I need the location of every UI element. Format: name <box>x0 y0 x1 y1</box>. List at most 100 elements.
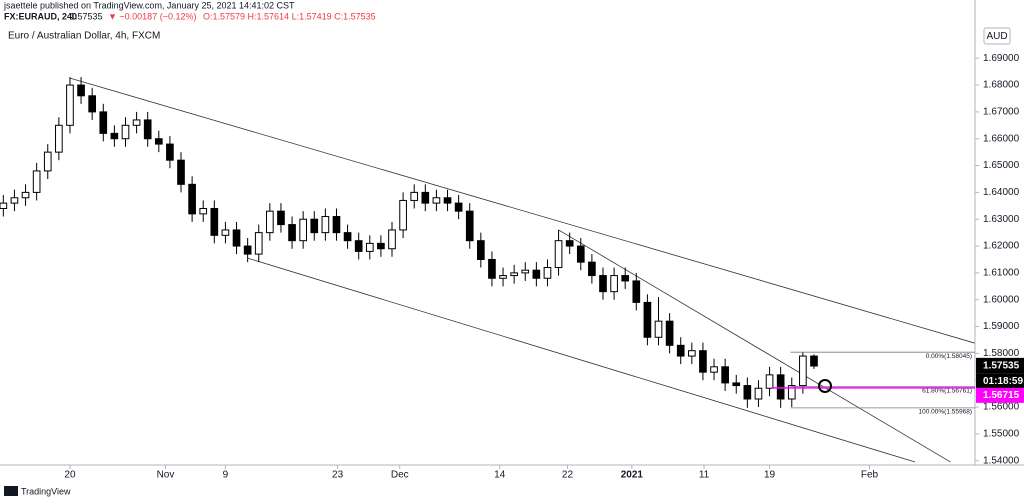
candle-body <box>532 269 541 279</box>
footer-brand: TradingView <box>21 486 71 496</box>
candle-body <box>488 258 496 279</box>
candle-body <box>254 232 263 255</box>
candle-body <box>699 350 707 373</box>
candle-body <box>454 202 463 212</box>
candle-body <box>632 280 641 303</box>
y-tick-label: 1.60000 <box>983 294 1020 305</box>
currency: AUD <box>986 31 1007 42</box>
x-tick-label: 19 <box>764 470 776 481</box>
x-tick-label: Feb <box>861 470 879 481</box>
candle-body <box>721 366 729 384</box>
last: 1.57535 <box>70 11 103 21</box>
x-tick-label: Dec <box>391 470 409 481</box>
x-tick-label: 20 <box>64 470 76 481</box>
candle-body <box>465 210 474 242</box>
y-tick-label: 1.56000 <box>983 402 1020 413</box>
fib-label: 100.00%(1.55968) <box>919 409 973 416</box>
candle-body <box>676 344 685 357</box>
candle-body <box>232 229 241 247</box>
y-tick-label: 1.69000 <box>983 53 1020 64</box>
candle-body <box>576 245 585 263</box>
candle-body <box>154 138 163 145</box>
symbol: FX:EURAUD, 240 <box>4 11 77 21</box>
candle-body <box>754 387 763 400</box>
candle-body <box>354 240 363 252</box>
trendline <box>558 229 951 463</box>
candle-body <box>243 245 252 255</box>
candle-body <box>99 111 108 134</box>
candle-body <box>799 355 807 387</box>
candle-body <box>288 224 296 242</box>
y-tick-label: 1.63000 <box>983 214 1020 225</box>
candle-body <box>687 350 696 357</box>
candle-body <box>21 191 30 199</box>
fib-label: 61.80%(1.56761) <box>922 387 972 394</box>
countdown: 01:18:59 <box>983 376 1023 387</box>
candle-body <box>43 151 52 172</box>
ohlc: O:1.57579 H:1.57614 L:1.57419 C:1.57535 <box>203 11 376 21</box>
countdown-badge <box>976 373 1024 389</box>
candle-body <box>166 143 174 161</box>
candle-body <box>388 229 396 250</box>
candle-body <box>177 159 185 185</box>
candle-body <box>477 240 485 260</box>
x-tick-label: 9 <box>223 470 229 481</box>
candle-body <box>77 84 85 97</box>
y-tick-label: 1.58000 <box>983 348 1020 359</box>
x-tick-label: 22 <box>562 470 574 481</box>
candle-body <box>588 261 596 277</box>
candle-body <box>610 275 618 293</box>
candle-body <box>643 301 652 338</box>
x-tick-label: 2021 <box>621 470 644 481</box>
candle-body <box>654 320 663 338</box>
y-tick-label: 1.68000 <box>983 80 1020 91</box>
level-label: 1.56715 <box>983 390 1020 401</box>
candle-body <box>365 242 374 252</box>
logo <box>4 486 18 496</box>
candle-body <box>266 210 274 234</box>
candle-body <box>10 197 19 204</box>
candle-body <box>277 210 285 226</box>
candle-body <box>221 229 230 236</box>
candle-body <box>410 191 419 201</box>
y-tick-label: 1.55000 <box>983 429 1020 440</box>
candle-body <box>66 84 74 126</box>
y-tick-label: 1.67000 <box>983 107 1020 118</box>
candle-body <box>310 218 319 234</box>
x-tick-label: 11 <box>699 470 710 481</box>
candle-body <box>332 216 341 234</box>
candle-body <box>810 355 818 367</box>
y-tick-label: 1.64000 <box>983 187 1020 198</box>
candle-body <box>110 132 119 140</box>
candle-body <box>521 269 530 274</box>
candle-body <box>199 207 208 215</box>
candle-body <box>621 275 630 282</box>
candle-body <box>299 218 307 242</box>
last-price-label: 1.57535 <box>983 360 1020 371</box>
candle-body <box>543 267 552 279</box>
currency-box <box>983 27 1011 45</box>
y-tick-label: 1.54000 <box>983 455 1020 466</box>
last-price-badge <box>976 357 1024 374</box>
candle-body <box>88 95 97 113</box>
candle-body <box>510 272 518 277</box>
x-tick-label: 23 <box>332 470 344 481</box>
x-tick-label: Nov <box>157 470 175 481</box>
candle-body <box>665 320 674 346</box>
trendline <box>247 257 916 463</box>
candle-body <box>732 382 741 387</box>
y-tick-label: 1.62000 <box>983 241 1020 252</box>
candle-body <box>421 191 430 204</box>
candle-body <box>443 197 452 204</box>
candle-body <box>210 207 219 236</box>
candle-body <box>599 275 607 293</box>
candle-body <box>143 119 152 140</box>
candle-body <box>554 240 563 269</box>
chart-title: Euro / Australian Dollar, 4h, FXCM <box>8 31 160 42</box>
candle-body <box>55 124 63 153</box>
highlight-circle <box>818 379 832 393</box>
fib-label: 0.00%(1.58045) <box>926 353 972 360</box>
candle-body <box>432 197 441 204</box>
